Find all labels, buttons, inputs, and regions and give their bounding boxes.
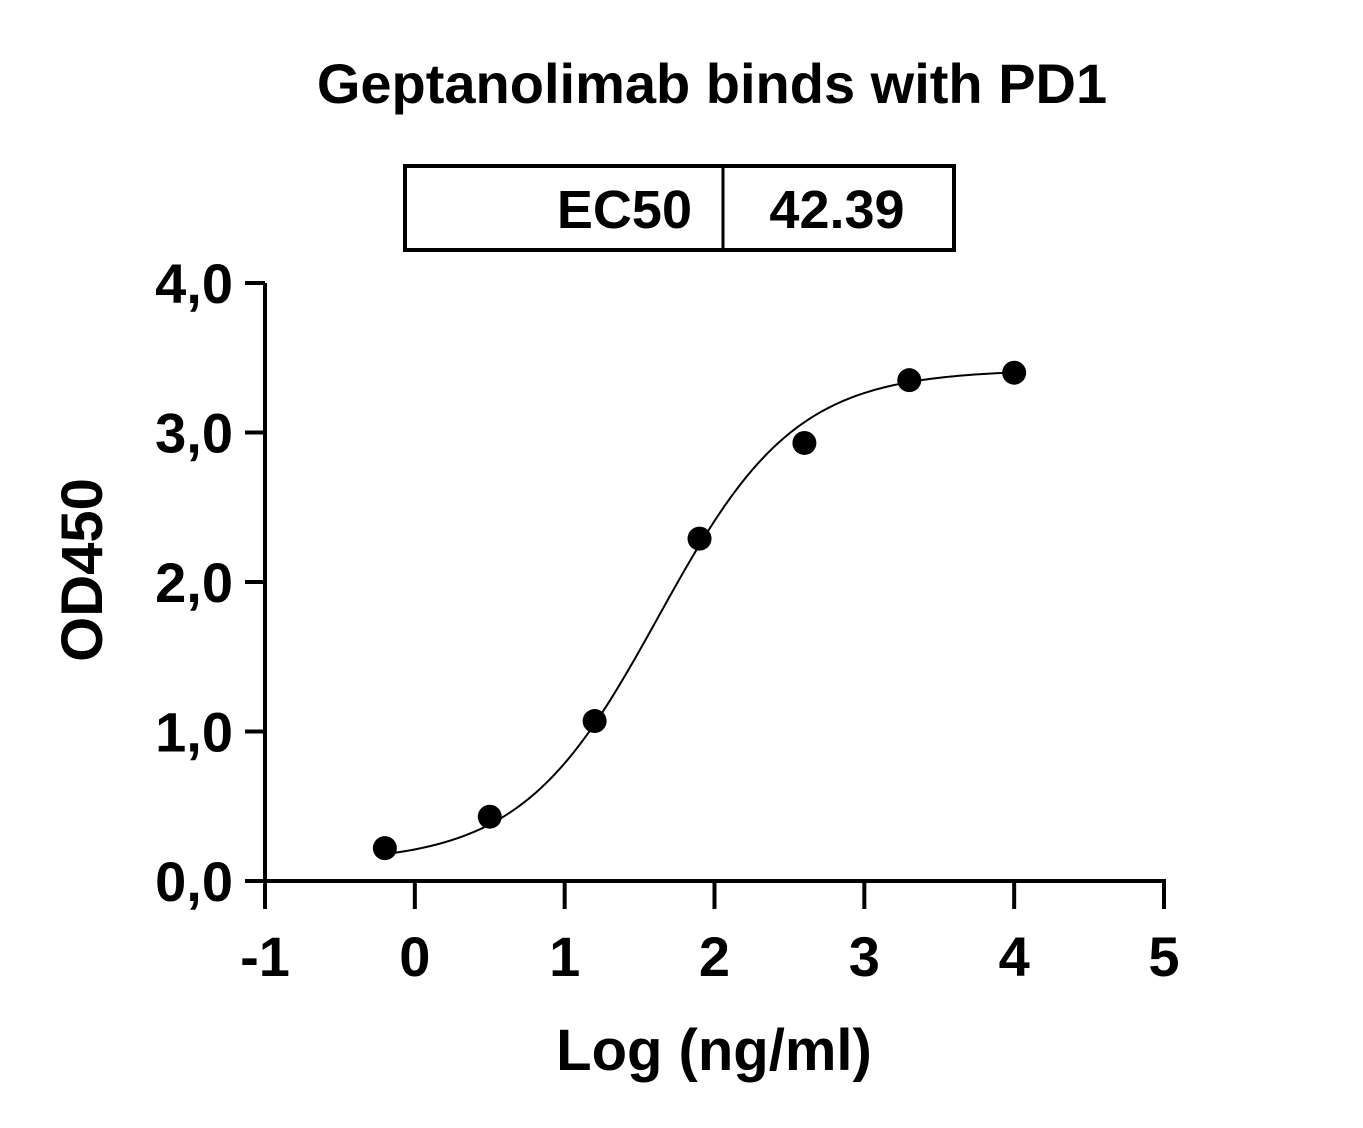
x-tick-label: 4 [999, 925, 1030, 988]
x-tick-label: 5 [1148, 925, 1179, 988]
y-axis-label: OD450 [50, 478, 115, 662]
x-tick-label: 0 [399, 925, 430, 988]
data-point [477, 804, 502, 829]
fit-curve [384, 371, 1015, 856]
data-point [897, 368, 922, 393]
y-tick-label: 1,0 [155, 701, 233, 764]
x-axis-label: Log (ng/ml) [556, 1018, 872, 1083]
y-tick-label: 4,0 [155, 252, 233, 315]
data-point [372, 836, 397, 861]
x-tick-label: 3 [849, 925, 880, 988]
data-point [687, 526, 712, 551]
x-tick-label: -1 [240, 925, 290, 988]
data-points [372, 360, 1027, 861]
x-axis: -1 0 1 2 3 4 5 [240, 879, 1180, 988]
ec50-value: 42.39 [769, 180, 904, 240]
y-tick-label: 0,0 [155, 850, 233, 913]
y-tick-label: 3,0 [155, 402, 233, 465]
ec50-table: EC50 42.39 [403, 164, 956, 252]
data-point [1002, 360, 1027, 385]
data-point [582, 709, 607, 734]
chart-title: Geptanolimab binds with PD1 [317, 52, 1107, 115]
x-tick-label: 2 [699, 925, 730, 988]
ec50-table-border [403, 164, 956, 252]
ec50-label: EC50 [557, 180, 692, 240]
y-tick-label: 2,0 [155, 551, 233, 614]
y-axis: 0,0 1,0 2,0 3,0 4,0 [155, 252, 267, 913]
data-point [792, 430, 817, 455]
x-tick-label: 1 [549, 925, 580, 988]
